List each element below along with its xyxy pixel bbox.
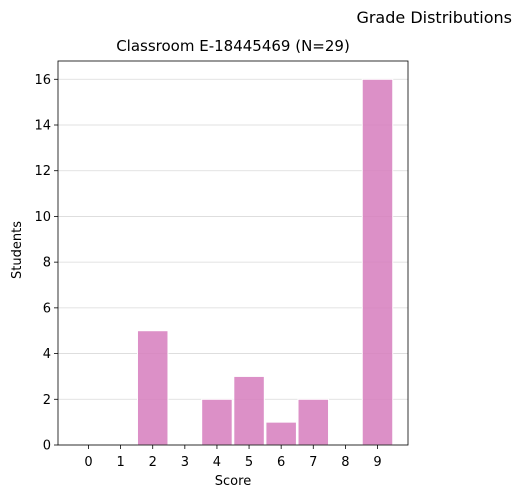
y-tick-label: 16	[34, 73, 51, 88]
y-tick-label: 8	[43, 256, 51, 271]
plot-frame	[57, 60, 409, 446]
y-ticks: 0 2 4 6 8 10 12 14 16	[34, 73, 58, 454]
x-tick-label: 2	[149, 455, 157, 470]
bar	[201, 398, 233, 446]
y-tick-label: 10	[34, 210, 51, 225]
x-tick-label: 4	[213, 455, 221, 470]
y-tick-label: 2	[43, 393, 51, 408]
y-tick-label: 4	[43, 347, 51, 362]
y-tick-label: 12	[34, 164, 51, 179]
bar	[136, 330, 169, 446]
x-ticks: 0 1 2 3 4 5 6 7 8 9	[84, 445, 382, 470]
axes	[57, 60, 409, 446]
x-tick-label: 6	[277, 455, 285, 470]
y-axis-label: Students	[10, 221, 25, 279]
x-axis-label: Score	[215, 474, 251, 489]
x-tick-label: 0	[84, 455, 92, 470]
bars	[136, 78, 394, 446]
y-tick-label: 14	[34, 119, 51, 134]
y-tick-label: 6	[43, 301, 51, 316]
x-tick-label: 7	[309, 455, 317, 470]
figure-suptitle: Grade Distributions	[356, 8, 512, 27]
x-tick-label: 8	[341, 455, 349, 470]
bar	[297, 398, 330, 446]
y-grid	[58, 78, 408, 446]
x-tick-label: 5	[245, 455, 253, 470]
y-tick-label: 0	[43, 439, 51, 454]
chart-title: Classroom E-18445469 (N=29)	[116, 37, 350, 55]
bar	[233, 375, 265, 446]
x-tick-label: 9	[373, 455, 381, 470]
x-tick-label: 3	[181, 455, 189, 470]
bar	[361, 78, 394, 446]
bar	[265, 421, 297, 446]
x-tick-label: 1	[116, 455, 124, 470]
